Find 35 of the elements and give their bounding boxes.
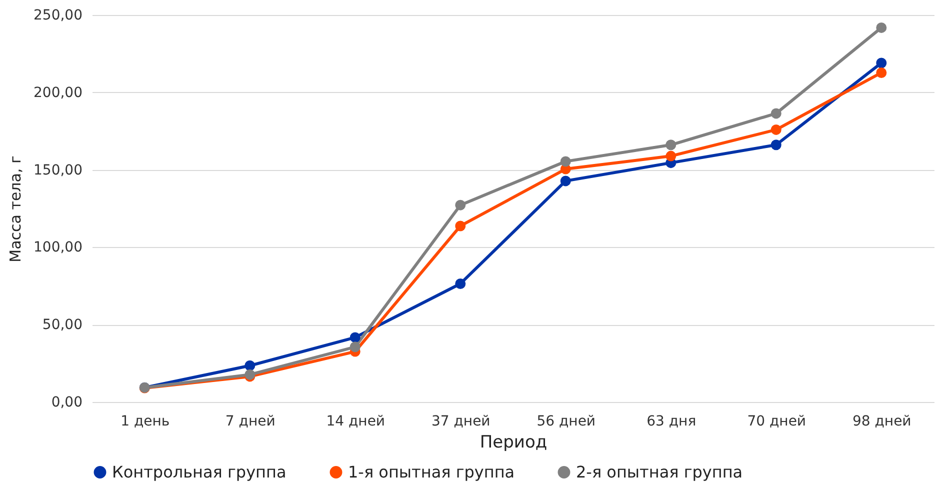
- point: [455, 278, 466, 289]
- point: [876, 22, 887, 33]
- point: [560, 176, 571, 186]
- point: [666, 150, 676, 162]
- point: [560, 156, 571, 167]
- y-tick-label: 200,00: [34, 84, 82, 101]
- x-tick-label: 70 дней: [747, 414, 806, 430]
- legend-label: Контрольная группа: [112, 462, 286, 482]
- x-tick-label: 7 дней: [225, 414, 276, 430]
- y-tick-label: 50,00: [42, 317, 82, 334]
- point: [876, 58, 887, 68]
- y-tick-label: 150,00: [34, 162, 82, 178]
- y-tick-label: 0,00: [51, 394, 82, 410]
- x-tick-label: 98 дней: [852, 414, 912, 430]
- point: [455, 200, 466, 210]
- legend-label: 1-я опытная группа: [348, 462, 515, 482]
- point: [455, 220, 466, 232]
- point: [666, 140, 676, 150]
- point: [770, 124, 782, 135]
- point: [770, 140, 782, 150]
- point: [770, 108, 782, 119]
- x-tick-label: 14 дней: [326, 414, 386, 430]
- y-tick-label: 100,00: [34, 240, 82, 256]
- x-tick-label: 63 дня: [646, 414, 696, 430]
- x-tick-label: 37 дней: [431, 414, 490, 430]
- point: [350, 342, 360, 352]
- x-axis-title: Период: [480, 432, 548, 452]
- x-tick-label: 1 день: [120, 414, 170, 430]
- point: [876, 68, 887, 78]
- point: [244, 360, 256, 371]
- x-tick-label: 56 дней: [536, 414, 596, 430]
- point: [350, 332, 360, 343]
- legend-label: 2-я опытная группа: [576, 462, 743, 482]
- y-tick-label: 250,00: [34, 8, 82, 24]
- y-axis-title: Масса тела, г: [6, 156, 25, 262]
